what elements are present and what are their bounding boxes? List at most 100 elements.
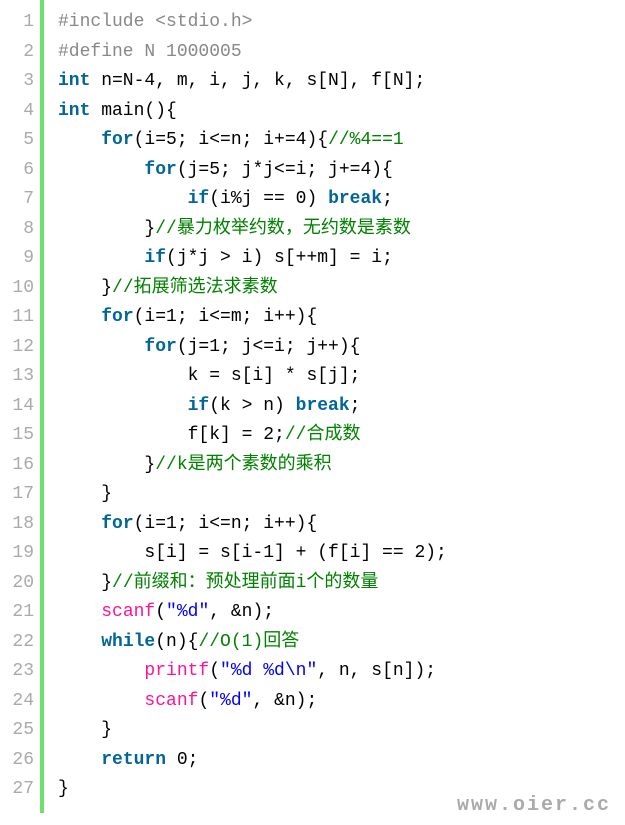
token-pl: , n, s[n]);	[317, 661, 436, 681]
token-pl	[58, 661, 144, 681]
line-number: 24	[0, 687, 34, 717]
token-cm: //合成数	[285, 425, 361, 445]
token-pl	[58, 514, 101, 534]
token-pl: (	[155, 602, 166, 622]
line-number: 22	[0, 628, 34, 658]
token-kw: for	[101, 514, 133, 534]
code-line: #include <stdio.h>	[58, 8, 447, 38]
line-number: 15	[0, 421, 34, 451]
token-pl	[58, 248, 144, 268]
token-pl: (	[198, 691, 209, 711]
token-cm: //O(1)回答	[198, 632, 299, 652]
line-number: 4	[0, 97, 34, 127]
line-number: 3	[0, 67, 34, 97]
token-pl: (n){	[155, 632, 198, 652]
token-pl	[58, 160, 144, 180]
code-line: }//前缀和：预处理前面i个的数量	[58, 569, 447, 599]
token-pl: (k > n)	[209, 396, 295, 416]
code-line: if(i%j == 0) break;	[58, 185, 447, 215]
code-line: scanf("%d", &n);	[58, 598, 447, 628]
code-line: while(n){//O(1)回答	[58, 628, 447, 658]
token-pl: ;	[382, 189, 393, 209]
line-number: 11	[0, 303, 34, 333]
token-kw: while	[101, 632, 155, 652]
code-line: for(i=5; i<=n; i+=4){//%4==1	[58, 126, 447, 156]
token-pl: }	[58, 455, 155, 475]
code-line: for(j=1; j<=i; j++){	[58, 333, 447, 363]
line-number: 27	[0, 775, 34, 805]
code-line: k = s[i] * s[j];	[58, 362, 447, 392]
token-kw: if	[188, 396, 210, 416]
token-str: "%d %d\n"	[220, 661, 317, 681]
line-number: 17	[0, 480, 34, 510]
token-pl: }	[58, 484, 112, 504]
token-pl: ;	[350, 396, 361, 416]
token-pl: (j=1; j<=i; j++){	[177, 337, 361, 357]
code-line: for(i=1; i<=n; i++){	[58, 510, 447, 540]
token-kw: break	[296, 396, 350, 416]
line-number-gutter: 1234567891011121314151617181920212223242…	[0, 0, 40, 813]
line-number: 25	[0, 716, 34, 746]
code-line: if(j*j > i) s[++m] = i;	[58, 244, 447, 274]
line-number: 8	[0, 215, 34, 245]
token-cm: //前缀和：预处理前面i个的数量	[112, 573, 378, 593]
line-number: 16	[0, 451, 34, 481]
code-line: if(k > n) break;	[58, 392, 447, 422]
line-number: 12	[0, 333, 34, 363]
token-cm: //拓展筛选法求素数	[112, 278, 278, 298]
token-pl: (i%j == 0)	[209, 189, 328, 209]
code-line: #define N 1000005	[58, 38, 447, 68]
line-number: 5	[0, 126, 34, 156]
token-pl: (j=5; j*j<=i; j+=4){	[177, 160, 393, 180]
code-line: int main(){	[58, 97, 447, 127]
watermark: www.oier.cc	[457, 794, 611, 817]
token-pl: }	[58, 278, 112, 298]
token-pl: (i=1; i<=m; i++){	[134, 307, 318, 327]
code-line: }	[58, 716, 447, 746]
line-number: 6	[0, 156, 34, 186]
token-kw: int	[58, 101, 90, 121]
token-kw: for	[144, 160, 176, 180]
line-number: 26	[0, 746, 34, 776]
code-area: #include <stdio.h> #define N 1000005 int n…	[44, 0, 447, 813]
code-line: scanf("%d", &n);	[58, 687, 447, 717]
line-number: 14	[0, 392, 34, 422]
token-pl	[58, 750, 101, 770]
token-kw: for	[101, 307, 133, 327]
token-pl: (j*j > i) s[++m] = i;	[166, 248, 393, 268]
token-pl: }	[58, 219, 155, 239]
token-str: "%d"	[209, 691, 252, 711]
code-line: }//k是两个素数的乘积	[58, 451, 447, 481]
token-pl	[58, 130, 101, 150]
code-line: }//拓展筛选法求素数	[58, 274, 447, 304]
line-number: 13	[0, 362, 34, 392]
token-pl	[58, 632, 101, 652]
line-number: 18	[0, 510, 34, 540]
token-pl: main(){	[90, 101, 176, 121]
token-pp: #define N 1000005	[58, 42, 242, 62]
token-pl	[58, 691, 144, 711]
token-pl: k = s[i] * s[j];	[58, 366, 360, 386]
token-kw: for	[144, 337, 176, 357]
token-kw: if	[188, 189, 210, 209]
token-pl: , &n);	[252, 691, 317, 711]
token-cm: //k是两个素数的乘积	[155, 455, 331, 475]
code-line: int n=N-4, m, i, j, k, s[N], f[N];	[58, 67, 447, 97]
token-pl	[58, 307, 101, 327]
token-fn: scanf	[101, 602, 155, 622]
token-pl: 0;	[166, 750, 198, 770]
line-number: 23	[0, 657, 34, 687]
code-line: for(i=1; i<=m; i++){	[58, 303, 447, 333]
token-pl: , &n);	[209, 602, 274, 622]
code-line: }	[58, 775, 447, 805]
token-pp: #include <stdio.h>	[58, 12, 252, 32]
line-number: 20	[0, 569, 34, 599]
code-line: }//暴力枚举约数，无约数是素数	[58, 215, 447, 245]
token-pl: }	[58, 720, 112, 740]
code-line: }	[58, 480, 447, 510]
code-line: f[k] = 2;//合成数	[58, 421, 447, 451]
line-number: 19	[0, 539, 34, 569]
code-line: s[i] = s[i-1] + (f[i] == 2);	[58, 539, 447, 569]
token-pl	[58, 602, 101, 622]
token-pl: }	[58, 779, 69, 799]
